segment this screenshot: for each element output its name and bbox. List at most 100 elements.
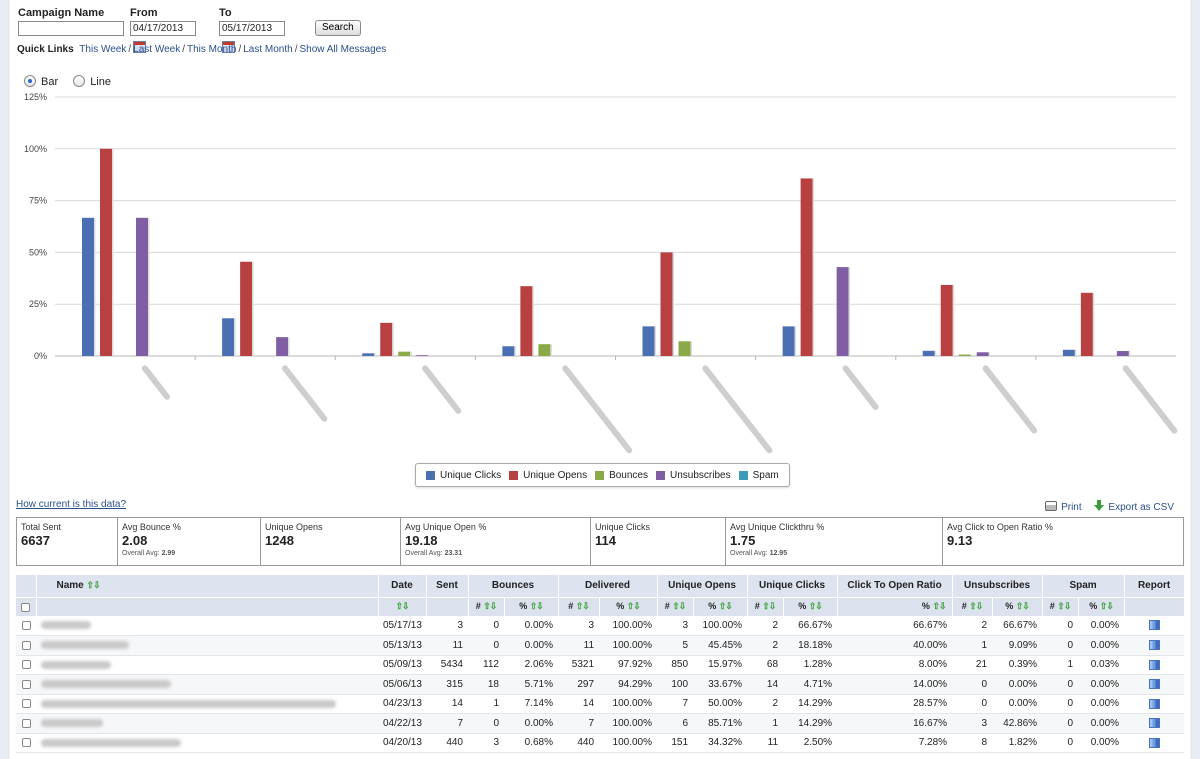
search-button[interactable]: Search xyxy=(315,20,361,36)
bar-shadow xyxy=(672,252,674,356)
row-report-button[interactable] xyxy=(1124,616,1185,636)
legend-swatch xyxy=(426,470,435,480)
print-link[interactable]: Print xyxy=(1045,501,1082,513)
row-date: 04/20/13 xyxy=(378,733,426,753)
sort-arrows-icon: ⇧⇩ xyxy=(718,601,733,612)
legend-item[interactable]: Unique Clicks xyxy=(426,470,501,481)
legend-item[interactable]: Spam xyxy=(738,470,779,481)
legend-item[interactable]: Unsubscribes xyxy=(656,470,731,481)
delivered-num-sort[interactable]: # ⇧⇩ xyxy=(558,596,600,616)
line-radio[interactable]: Line xyxy=(73,75,111,88)
bar-radio[interactable]: Bar xyxy=(24,75,58,88)
legend-swatch xyxy=(509,470,519,480)
row-opens-pct: 34.32% xyxy=(693,733,748,753)
row-unsub-count: 3 xyxy=(952,713,993,734)
row-checkbox[interactable] xyxy=(16,616,36,636)
unique-opens-column-header: Unique Opens xyxy=(657,575,748,597)
legend-item[interactable]: Unique Opens xyxy=(509,470,587,481)
unsub-num-sort[interactable]: # ⇧⇩ xyxy=(952,596,993,616)
delivered-pct-sort[interactable]: % ⇧⇩ xyxy=(599,596,658,616)
row-opens-count: 7 xyxy=(657,694,694,714)
row-report-button[interactable] xyxy=(1124,655,1185,675)
row-checkbox[interactable] xyxy=(16,694,36,714)
row-campaign-name-blurred[interactable] xyxy=(36,713,378,734)
campaign-name-input[interactable] xyxy=(18,21,124,37)
bar-shadow xyxy=(794,326,797,356)
to-date-input[interactable]: 05/17/2013 xyxy=(219,21,285,37)
stat-avg-unique-open: Avg Unique Open % 19.18 Overall Avg: 23.… xyxy=(401,518,591,565)
calendar-icon[interactable] xyxy=(222,40,235,53)
ctor-pct-sort[interactable]: % ⇧⇩ xyxy=(837,596,953,616)
row-campaign-name-blurred[interactable] xyxy=(36,694,378,714)
from-date-group: From 04/17/2013 xyxy=(130,7,196,56)
quick-link-last-month[interactable]: Last Month xyxy=(243,44,293,55)
name-column-header[interactable]: Name ⇧⇩ xyxy=(36,575,379,597)
row-report-button[interactable] xyxy=(1124,733,1185,753)
row-checkbox[interactable] xyxy=(16,733,36,753)
row-checkbox[interactable] xyxy=(16,635,36,656)
row-bounces-pct: 2.06% xyxy=(504,655,559,675)
quick-link-this-week[interactable]: This Week xyxy=(79,44,127,55)
quick-link-this-month[interactable]: This Month xyxy=(186,44,237,55)
row-checkbox[interactable] xyxy=(16,655,36,675)
legend-label: Unsubscribes xyxy=(670,469,731,481)
row-unsub-count: 0 xyxy=(952,674,993,695)
row-campaign-name-blurred[interactable] xyxy=(36,616,378,636)
row-clicks-count: 14 xyxy=(747,674,784,695)
sort-arrows-icon: ⇧⇩ xyxy=(1099,601,1114,612)
legend-item[interactable]: Bounces xyxy=(595,470,648,481)
how-current-link[interactable]: How current is this data? xyxy=(16,499,127,510)
campaign-bar-chart: 0% 25% 50% 75% 100% 125% xyxy=(24,92,1178,454)
row-report-button[interactable] xyxy=(1124,674,1185,695)
clicks-num-sort[interactable]: # ⇧⇩ xyxy=(747,596,784,616)
row-checkbox[interactable] xyxy=(16,713,36,734)
legend-label: Unique Opens xyxy=(523,469,588,481)
bar-unique-clicks xyxy=(1062,349,1075,356)
date-column-header: Date xyxy=(378,575,427,597)
bounces-column-header: Bounces xyxy=(468,575,559,597)
bounces-pct-sort[interactable]: % ⇧⇩ xyxy=(504,596,559,616)
row-report-button[interactable] xyxy=(1124,635,1185,656)
from-date-input[interactable]: 04/17/2013 xyxy=(130,21,196,37)
row-date: 04/22/13 xyxy=(378,713,426,734)
row-bounces-count: 112 xyxy=(468,655,504,675)
select-all-checkbox[interactable] xyxy=(16,596,37,616)
quick-link-last-week[interactable]: Last Week xyxy=(133,44,181,55)
bar-unique-clicks xyxy=(922,350,935,356)
row-unsub-pct: 9.09% xyxy=(992,635,1043,656)
export-csv-link[interactable]: Export as CSV xyxy=(1094,500,1174,513)
row-report-button[interactable] xyxy=(1124,713,1185,734)
bounces-num-sort[interactable]: # ⇧⇩ xyxy=(468,596,505,616)
report-chart-icon xyxy=(1148,659,1160,670)
quick-links: Quick Links This Week / Last Week / This Mon… xyxy=(17,44,387,55)
spam-pct-sort[interactable]: % ⇧⇩ xyxy=(1078,596,1125,616)
stat-value: 1.75 xyxy=(730,533,756,548)
calendar-icon[interactable] xyxy=(133,40,146,53)
quick-link-show-all[interactable]: Show All Messages xyxy=(299,44,387,55)
bar-shadow xyxy=(934,350,937,356)
unsub-pct-sort[interactable]: % ⇧⇩ xyxy=(992,596,1043,616)
bar-unsubscribes xyxy=(976,352,989,356)
row-opens-pct: 100.00% xyxy=(693,616,748,636)
date-sort[interactable]: ⇧⇩ xyxy=(378,596,427,616)
opens-pct-sort[interactable]: % ⇧⇩ xyxy=(693,596,748,616)
row-campaign-name-blurred[interactable] xyxy=(36,674,378,695)
bar-shadow xyxy=(288,337,290,356)
stat-unique-opens: Unique Opens 1248 xyxy=(261,518,401,565)
row-campaign-name-blurred[interactable] xyxy=(36,655,378,675)
row-clicks-pct: 14.29% xyxy=(783,694,838,714)
row-checkbox[interactable] xyxy=(16,674,36,695)
report-subheader xyxy=(1124,596,1185,616)
stat-label: Unique Opens xyxy=(265,522,323,532)
opens-num-sort[interactable]: # ⇧⇩ xyxy=(657,596,694,616)
unique-clicks-column-header: Unique Clicks xyxy=(747,575,838,597)
clicks-pct-sort[interactable]: % ⇧⇩ xyxy=(783,596,838,616)
spam-num-sort[interactable]: # ⇧⇩ xyxy=(1042,596,1079,616)
row-bounces-count: 18 xyxy=(468,674,504,695)
bar-bounces xyxy=(958,354,971,356)
row-campaign-name-blurred[interactable] xyxy=(36,733,378,753)
row-campaign-name-blurred[interactable] xyxy=(36,635,378,656)
row-delivered-pct: 97.92% xyxy=(599,655,658,675)
row-delivered-count: 11 xyxy=(558,635,600,656)
row-report-button[interactable] xyxy=(1124,694,1185,714)
